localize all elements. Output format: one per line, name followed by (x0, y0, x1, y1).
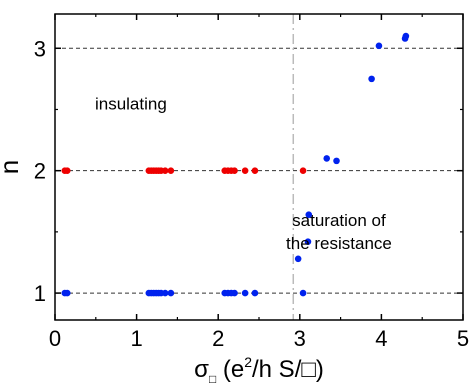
data-point (64, 167, 71, 174)
data-point (252, 167, 259, 174)
data-point (295, 255, 302, 262)
data-point (300, 290, 307, 297)
annotation-text: saturation of (292, 211, 386, 230)
x-tick-label: 0 (49, 326, 61, 351)
x-tick-label: 2 (212, 326, 224, 351)
data-point (376, 43, 383, 50)
x-tick-label: 4 (375, 326, 387, 351)
data-point (231, 290, 238, 297)
data-point (403, 33, 410, 40)
data-point (162, 167, 169, 174)
data-point (242, 290, 249, 297)
y-tick-label: 2 (34, 159, 46, 184)
x-axis-label-open: (e (216, 356, 244, 383)
x-axis-label-sigma: σ (194, 356, 209, 383)
y-tick-label: 3 (34, 36, 46, 61)
gridlines (55, 48, 463, 293)
data-point (168, 290, 175, 297)
data-point (162, 290, 169, 297)
x-tick-label: 3 (294, 326, 306, 351)
annotations: insulating saturation of the resistance (95, 94, 392, 253)
y-axis-label: n (0, 160, 24, 174)
data-point (168, 167, 175, 174)
data-point (242, 167, 249, 174)
annotation-text: the resistance (286, 234, 392, 253)
y-tick-label: 1 (34, 281, 46, 306)
x-axis-label: σ□ (e2/h S/□) (194, 354, 324, 386)
data-point (323, 155, 330, 162)
x-axis-label-rest: /h S/□) (252, 356, 324, 383)
data-point (231, 167, 238, 174)
data-point (64, 290, 71, 297)
x-tick-label: 5 (457, 326, 469, 351)
x-axis-label-superscript: 2 (244, 354, 252, 370)
x-tick-label: 1 (130, 326, 142, 351)
data-point (300, 167, 307, 174)
data-point (333, 158, 340, 165)
x-axis-label-subscript: □ (209, 372, 216, 386)
data-points (61, 33, 409, 297)
data-point (368, 76, 375, 83)
data-point (252, 290, 259, 297)
annotation-text: insulating (95, 94, 167, 113)
plot-frame (55, 14, 463, 320)
